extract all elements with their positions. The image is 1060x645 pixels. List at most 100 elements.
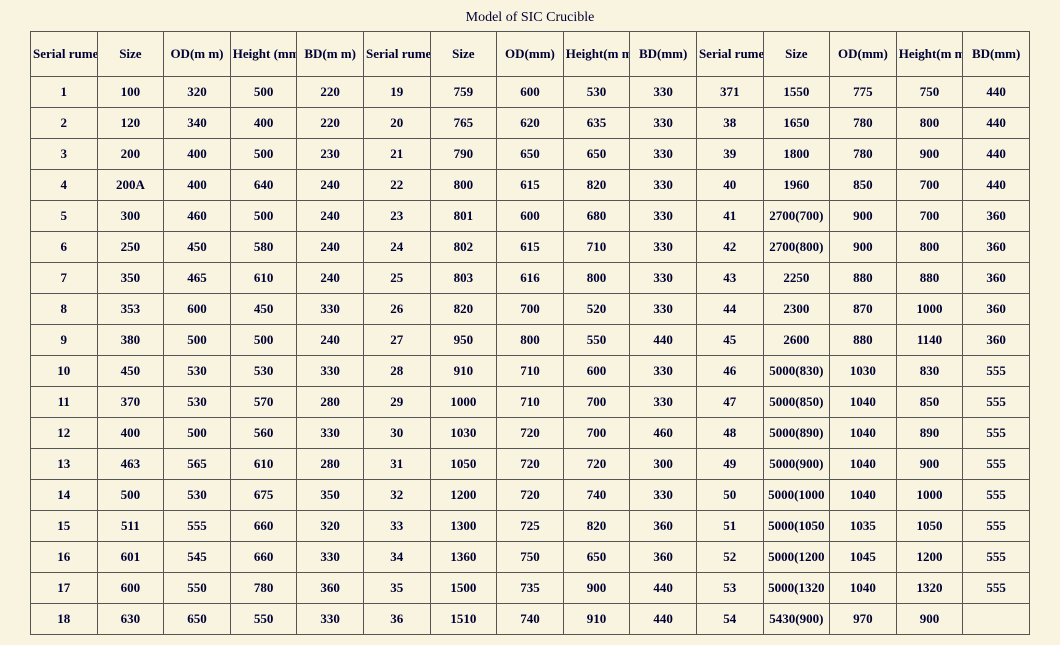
table-cell: 400 [164, 170, 231, 201]
table-cell: 330 [630, 232, 697, 263]
table-cell: 555 [963, 573, 1030, 604]
table-cell: 6 [31, 232, 98, 263]
column-header: Height (mm) [230, 32, 297, 77]
table-cell: 330 [297, 294, 364, 325]
column-header: Size [763, 32, 830, 77]
crucible-table: Serial rumeerSizeOD(m m)Height (mm)BD(m … [30, 31, 1030, 635]
table-cell: 12 [31, 418, 98, 449]
table-cell: 240 [297, 325, 364, 356]
table-cell: 870 [830, 294, 897, 325]
table-cell: 230 [297, 139, 364, 170]
table-cell: 350 [297, 480, 364, 511]
table-cell: 2300 [763, 294, 830, 325]
table-row: 11370530570280291000710700330475000(850)… [31, 387, 1030, 418]
table-cell: 440 [630, 604, 697, 635]
table-cell: 765 [430, 108, 497, 139]
table-cell: 801 [430, 201, 497, 232]
table-cell: 370 [97, 387, 164, 418]
table-cell: 640 [230, 170, 297, 201]
table-cell: 600 [97, 573, 164, 604]
table-cell: 1650 [763, 108, 830, 139]
table-cell: 565 [164, 449, 231, 480]
table-cell: 635 [563, 108, 630, 139]
table-cell: 240 [297, 232, 364, 263]
column-header: Height(m m) [563, 32, 630, 77]
column-header: Serial rumeer [363, 32, 430, 77]
table-cell: 330 [630, 480, 697, 511]
table-cell: 630 [97, 604, 164, 635]
table-cell: 1320 [896, 573, 963, 604]
table-cell: 1300 [430, 511, 497, 542]
table-row: 1045053053033028910710600330465000(830)1… [31, 356, 1030, 387]
table-cell: 1000 [896, 480, 963, 511]
table-cell: 54 [696, 604, 763, 635]
table-cell: 710 [497, 356, 564, 387]
table-cell: 330 [630, 387, 697, 418]
table-cell: 463 [97, 449, 164, 480]
table-cell: 555 [963, 418, 1030, 449]
table-cell: 40 [696, 170, 763, 201]
table-cell: 5000(890) [763, 418, 830, 449]
table-cell: 10 [31, 356, 98, 387]
table-header: Serial rumeerSizeOD(m m)Height (mm)BD(m … [31, 32, 1030, 77]
table-cell: 330 [630, 356, 697, 387]
table-cell: 49 [696, 449, 763, 480]
table-cell: 530 [563, 77, 630, 108]
table-cell: 330 [630, 170, 697, 201]
table-cell: 27 [363, 325, 430, 356]
table-cell: 32 [363, 480, 430, 511]
column-header: Size [430, 32, 497, 77]
table-cell: 910 [563, 604, 630, 635]
table-row: 4200A40064024022800615820330401960850700… [31, 170, 1030, 201]
table-cell: 800 [896, 232, 963, 263]
table-cell: 720 [497, 480, 564, 511]
table-cell: 750 [497, 542, 564, 573]
table-cell: 330 [630, 139, 697, 170]
table-cell: 1035 [830, 511, 897, 542]
table-cell: 11 [31, 387, 98, 418]
table-cell: 850 [896, 387, 963, 418]
table-cell [963, 604, 1030, 635]
table-cell: 900 [896, 604, 963, 635]
table-cell: 1000 [896, 294, 963, 325]
table-cell: 720 [563, 449, 630, 480]
table-cell: 1360 [430, 542, 497, 573]
table-cell: 450 [230, 294, 297, 325]
table-cell: 600 [497, 77, 564, 108]
table-cell: 610 [230, 263, 297, 294]
table-row: 15511555660320331300725820360515000(1050… [31, 511, 1030, 542]
table-cell: 500 [230, 325, 297, 356]
table-cell: 53 [696, 573, 763, 604]
table-cell: 21 [363, 139, 430, 170]
table-cell: 750 [896, 77, 963, 108]
table-cell: 360 [963, 232, 1030, 263]
table-cell: 200A [97, 170, 164, 201]
table-cell: 1140 [896, 325, 963, 356]
column-header: OD(m m) [164, 32, 231, 77]
column-header: Height(m m) [896, 32, 963, 77]
table-cell: 500 [230, 139, 297, 170]
table-cell: 500 [230, 201, 297, 232]
table-cell: 500 [97, 480, 164, 511]
table-cell: 450 [164, 232, 231, 263]
table-cell: 880 [896, 263, 963, 294]
table-cell: 330 [297, 418, 364, 449]
table-cell: 50 [696, 480, 763, 511]
table-cell: 530 [230, 356, 297, 387]
table-cell: 680 [563, 201, 630, 232]
table-cell: 44 [696, 294, 763, 325]
table-cell: 1045 [830, 542, 897, 573]
table-cell: 820 [430, 294, 497, 325]
table-cell: 8 [31, 294, 98, 325]
table-cell: 600 [497, 201, 564, 232]
table-cell: 380 [97, 325, 164, 356]
table-cell: 780 [830, 139, 897, 170]
table-cell: 330 [630, 263, 697, 294]
table-cell: 580 [230, 232, 297, 263]
table-cell: 900 [563, 573, 630, 604]
table-cell: 200 [97, 139, 164, 170]
table-cell: 1040 [830, 418, 897, 449]
table-cell: 560 [230, 418, 297, 449]
table-cell: 7 [31, 263, 98, 294]
table-cell: 555 [963, 387, 1030, 418]
